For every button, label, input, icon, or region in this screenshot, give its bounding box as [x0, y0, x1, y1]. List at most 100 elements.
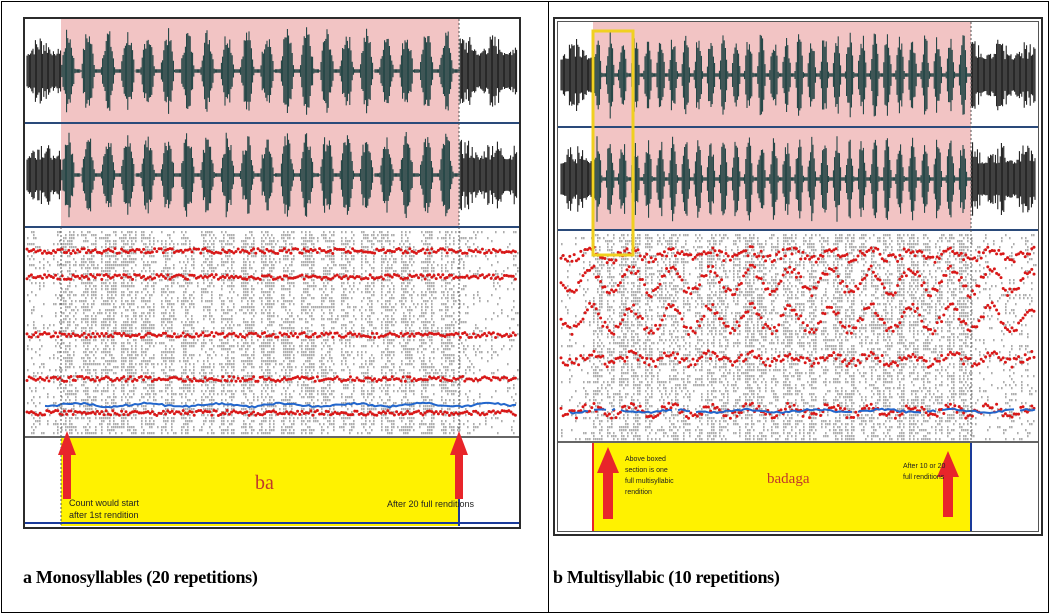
- formant-a-point: [271, 409, 275, 413]
- formant-b-point: [689, 363, 693, 367]
- formant-a-point: [353, 249, 357, 253]
- formant-a-point: [95, 332, 99, 336]
- formant-a-point: [278, 275, 282, 279]
- formant-b-point: [973, 325, 977, 329]
- formant-b-point: [854, 258, 858, 262]
- formant-a-point: [434, 277, 438, 281]
- formant-b-point: [924, 325, 928, 329]
- formant-b-point: [581, 274, 585, 278]
- formant-b-point: [973, 292, 977, 296]
- formant-b-point: [819, 253, 823, 257]
- formant-b-point: [625, 268, 629, 272]
- formant-b-point: [623, 404, 627, 408]
- formant-b-point: [717, 280, 721, 284]
- formant-b-point: [649, 329, 653, 333]
- formant-a-point: [120, 376, 124, 380]
- formant-a-point: [326, 410, 330, 414]
- formant-b-point: [775, 287, 779, 291]
- formant-a-point: [153, 276, 157, 280]
- formant-b-point: [590, 305, 594, 309]
- formant-a-point: [144, 333, 148, 337]
- formant-b-point: [654, 365, 658, 368]
- formant-b-point: [847, 324, 851, 328]
- formant-b-point: [913, 355, 917, 359]
- formant-a-point: [115, 376, 119, 380]
- formant-a-point: [161, 331, 165, 335]
- formant-b-point: [805, 286, 809, 290]
- formant-a-point: [40, 332, 44, 336]
- formant-b-point: [735, 253, 739, 257]
- formant-a-point: [274, 251, 278, 255]
- formant-a-point: [465, 333, 469, 337]
- formant-a-point: [467, 276, 471, 280]
- formant-a-point: [285, 332, 289, 336]
- formant-a-point: [146, 376, 150, 380]
- formant-b-point: [904, 274, 908, 278]
- formant-a-point: [491, 331, 495, 335]
- formant-a-point: [91, 274, 95, 278]
- formant-b-point: [757, 354, 761, 358]
- formant-b-point: [739, 316, 743, 320]
- formant-a-point: [335, 412, 339, 415]
- formant-b-point: [988, 406, 992, 410]
- formant-a-point: [232, 276, 236, 280]
- formant-b-point: [999, 320, 1003, 324]
- formant-b-point: [940, 252, 944, 256]
- formant-b-point: [863, 253, 867, 257]
- formant-b-point: [911, 250, 915, 254]
- formant-a-point: [76, 410, 80, 414]
- formant-b-point: [623, 273, 627, 277]
- formant-b-point: [788, 247, 792, 251]
- formant-b-point: [918, 313, 922, 317]
- formant-b-point: [970, 414, 974, 418]
- formant-a-point: [168, 376, 172, 380]
- formant-a-point: [511, 274, 515, 278]
- formant-a-point: [115, 332, 119, 336]
- formant-a-point: [82, 410, 86, 414]
- formant-a-point: [25, 379, 29, 382]
- formant-b-point: [803, 285, 807, 289]
- formant-a-point: [205, 410, 209, 414]
- formant-a-point: [436, 248, 440, 252]
- formant-b-point: [1025, 410, 1029, 414]
- formant-b-point: [942, 249, 946, 253]
- formant-a-point: [95, 273, 99, 277]
- formant-a-point: [377, 335, 381, 339]
- formant-a-point: [318, 334, 322, 338]
- formant-b-point: [634, 272, 638, 275]
- formant-a-point: [71, 249, 75, 253]
- formant-a-point: [296, 409, 300, 413]
- formant-a-point: [403, 249, 407, 253]
- formant-a-point: [318, 247, 322, 251]
- formant-b-point: [777, 282, 781, 286]
- formant-b-point: [720, 357, 724, 361]
- formant-a-point: [381, 334, 385, 338]
- formant-a-point: [192, 274, 196, 277]
- formant-b-point: [739, 281, 743, 285]
- formant-a-point: [243, 249, 247, 253]
- formant-a-point: [225, 379, 229, 383]
- formant-a-point: [445, 251, 449, 255]
- formant-a-point: [278, 249, 282, 253]
- formant-b-point: [684, 325, 688, 329]
- formant-a-point: [397, 412, 401, 416]
- formant-b-point: [698, 252, 702, 256]
- formant-b-point: [964, 322, 968, 325]
- formant-a-point: [166, 378, 170, 382]
- formant-b-point: [790, 308, 794, 312]
- formant-b-point: [678, 360, 682, 364]
- formant-b-point: [962, 362, 966, 366]
- formant-b-point: [702, 314, 706, 318]
- formant-a-point: [150, 410, 154, 414]
- formant-b-point: [636, 269, 640, 273]
- formant-a-point: [324, 377, 328, 381]
- formant-b-point: [810, 412, 814, 416]
- formant-a-point: [131, 248, 135, 252]
- formant-b-point: [662, 314, 666, 318]
- formant-b-point: [570, 259, 574, 263]
- formant-b-point: [812, 361, 816, 365]
- formant-a-point: [69, 375, 73, 378]
- formant-b-point: [874, 246, 878, 250]
- formant-b-point: [717, 317, 721, 321]
